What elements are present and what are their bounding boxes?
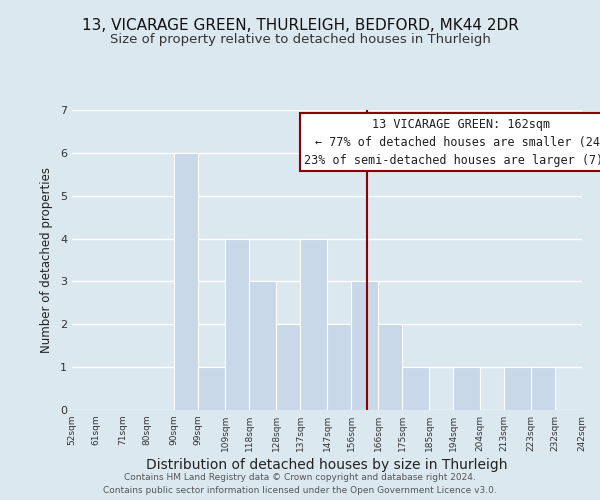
Bar: [225, 238, 249, 410]
Bar: [504, 367, 531, 410]
Bar: [300, 238, 327, 410]
Bar: [402, 367, 429, 410]
Text: Contains HM Land Registry data © Crown copyright and database right 2024.: Contains HM Land Registry data © Crown c…: [124, 474, 476, 482]
Bar: [378, 324, 402, 410]
Bar: [531, 367, 555, 410]
Bar: [198, 367, 225, 410]
Bar: [351, 282, 378, 410]
Bar: [174, 153, 198, 410]
Text: Contains public sector information licensed under the Open Government Licence v3: Contains public sector information licen…: [103, 486, 497, 495]
Bar: [249, 282, 276, 410]
X-axis label: Distribution of detached houses by size in Thurleigh: Distribution of detached houses by size …: [146, 458, 508, 472]
Bar: [276, 324, 300, 410]
Bar: [327, 324, 351, 410]
Text: 13, VICARAGE GREEN, THURLEIGH, BEDFORD, MK44 2DR: 13, VICARAGE GREEN, THURLEIGH, BEDFORD, …: [82, 18, 518, 32]
Y-axis label: Number of detached properties: Number of detached properties: [40, 167, 53, 353]
Text: 13 VICARAGE GREEN: 162sqm
← 77% of detached houses are smaller (24)
23% of semi-: 13 VICARAGE GREEN: 162sqm ← 77% of detac…: [304, 118, 600, 166]
Text: Size of property relative to detached houses in Thurleigh: Size of property relative to detached ho…: [110, 32, 490, 46]
Bar: [453, 367, 480, 410]
